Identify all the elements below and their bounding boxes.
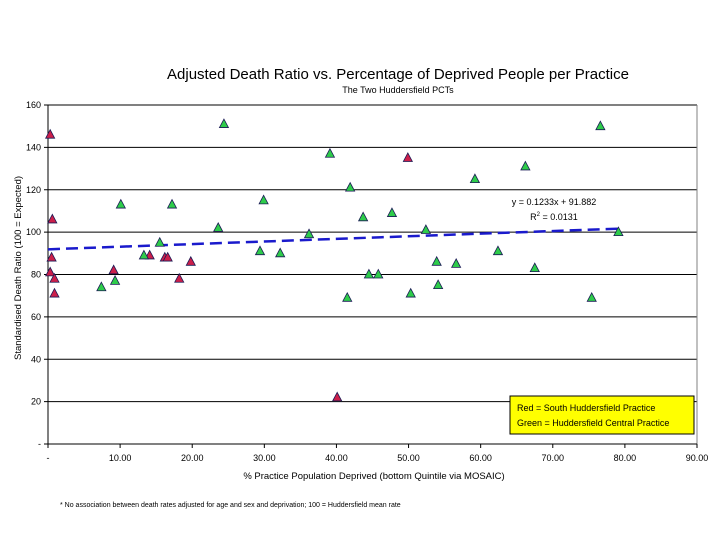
x-tick-label: 20.00 — [181, 453, 204, 463]
data-point — [162, 251, 173, 262]
r-squared-prefix: R — [530, 212, 537, 222]
data-point — [373, 268, 384, 279]
y-tick-label: 120 — [26, 185, 41, 195]
data-point — [174, 272, 185, 283]
data-point — [402, 152, 413, 162]
legend-item-green: Green = Huddersfield Central Practice — [517, 418, 669, 428]
data-point — [49, 287, 60, 298]
data-point — [115, 198, 126, 209]
data-point — [586, 291, 597, 302]
legend-item-red: Red = South Huddersfield Practice — [517, 403, 655, 413]
data-point — [344, 181, 356, 192]
y-tick-label: - — [38, 439, 41, 449]
data-point — [49, 272, 60, 283]
trendline-equation: y = 0.1233x + 91.882 R2 = 0.0131 — [512, 197, 597, 222]
data-points — [44, 118, 624, 402]
data-point — [405, 287, 416, 298]
x-tick-label: 30.00 — [253, 453, 276, 463]
data-point — [324, 147, 336, 158]
data-point — [492, 245, 504, 256]
x-tick-label: 40.00 — [325, 453, 348, 463]
x-tick-label: 10.00 — [109, 453, 132, 463]
data-point — [529, 262, 540, 273]
y-tick-label: 80 — [31, 270, 41, 280]
y-tick-label: 140 — [26, 142, 41, 152]
data-point — [431, 255, 442, 266]
legend: Red = South Huddersfield Practice Green … — [509, 395, 695, 435]
r-squared-value: = 0.0131 — [540, 212, 578, 222]
data-point — [332, 391, 343, 402]
series-south-huddersfield-practice — [44, 128, 413, 402]
y-tick-label: 40 — [31, 354, 41, 364]
data-point — [166, 198, 178, 209]
trendline-path — [47, 227, 618, 251]
y-axis-ticks: - 20 40 60 80 100 120 140 160 — [26, 100, 48, 449]
data-point — [469, 173, 481, 184]
data-point — [303, 228, 315, 239]
x-tick-label: 50.00 — [397, 453, 420, 463]
x-tick-label: 90.00 — [686, 453, 709, 463]
data-point — [258, 194, 269, 205]
series-huddersfield-central-practice — [96, 118, 624, 302]
data-point — [213, 222, 224, 232]
data-point — [386, 207, 398, 217]
x-tick-label: 70.00 — [542, 453, 565, 463]
data-point — [432, 279, 444, 289]
plot-area: - 20 40 60 80 100 120 140 160 - 10.00 20.00 30.00 40… — [26, 100, 708, 463]
footnote: * No association between death rates adj… — [60, 502, 401, 509]
r-squared-superscript: 2 — [537, 212, 541, 218]
data-point — [47, 213, 58, 224]
y-tick-label: 20 — [31, 397, 41, 407]
data-point — [342, 291, 353, 302]
data-point — [154, 236, 165, 247]
y-tick-label: 160 — [26, 100, 41, 110]
legend-box — [509, 395, 695, 435]
r-squared-text: R2 = 0.0131 — [530, 212, 578, 222]
data-point — [109, 275, 121, 285]
x-tick-label: 60.00 — [469, 453, 492, 463]
data-point — [46, 251, 57, 262]
y-tick-label: 100 — [26, 227, 41, 237]
y-axis-label: Standardised Death Ratio (100 = Expected… — [13, 176, 24, 360]
data-point — [613, 226, 624, 237]
x-tick-label: - — [47, 453, 50, 463]
y-tick-label: 60 — [31, 312, 41, 322]
data-point — [254, 245, 266, 256]
data-point — [275, 247, 286, 258]
data-point — [363, 268, 375, 279]
data-point — [420, 224, 432, 234]
trendline — [47, 227, 618, 251]
data-point — [595, 120, 606, 131]
data-point — [185, 255, 196, 266]
gridlines — [48, 104, 697, 403]
x-axis-label: % Practice Population Deprived (bottom Q… — [243, 471, 504, 482]
chart-title: Adjusted Death Ratio vs. Percentage of D… — [167, 66, 629, 83]
x-tick-label: 80.00 — [614, 453, 637, 463]
data-point — [108, 264, 119, 275]
data-point — [44, 266, 56, 277]
x-axis-ticks: - 10.00 20.00 30.00 40.00 50.00 60.00 70.00 80.0… — [47, 444, 709, 463]
chart-subtitle: The Two Huddersfield PCTs — [342, 85, 454, 95]
data-point — [218, 118, 230, 128]
data-point — [520, 160, 531, 171]
data-point — [44, 128, 56, 139]
data-point — [138, 249, 150, 260]
data-point — [96, 281, 107, 292]
data-point — [450, 258, 462, 268]
trendline-equation-text: y = 0.1233x + 91.882 — [512, 197, 597, 207]
data-point — [357, 211, 369, 222]
